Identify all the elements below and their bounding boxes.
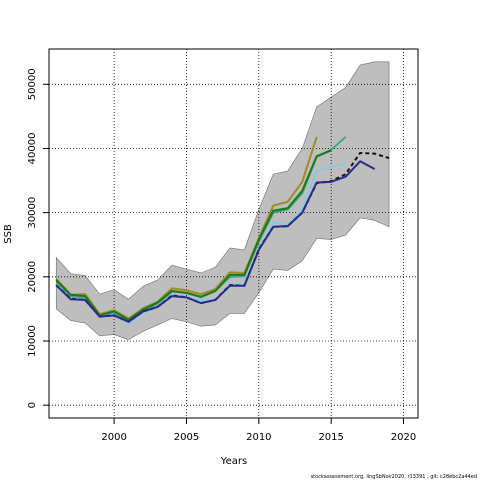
y-tick-label: 30000 [27, 197, 38, 229]
confidence-band [55, 61, 390, 341]
y-tick-label: 40000 [27, 133, 38, 165]
confidence-band-layer [55, 61, 390, 341]
x-tick-label: 2015 [318, 432, 343, 443]
y-tick-label: 20000 [27, 261, 38, 293]
series-layer [55, 136, 390, 325]
x-axis-label: Years [220, 456, 247, 467]
x-axis: 2000 2005 2010 2015 2020 [101, 418, 416, 443]
footer-credit: stockassessment.org, lingSbNov2020, r133… [311, 474, 477, 480]
y-axis-label: SSB [3, 224, 14, 244]
x-tick-label: 2005 [174, 432, 199, 443]
x-tick-label: 2010 [246, 432, 271, 443]
y-tick-label: 0 [27, 402, 38, 408]
plot-frame [48, 48, 419, 419]
series-line-6 [55, 160, 376, 323]
x-tick-label: 2020 [391, 432, 416, 443]
y-tick-label: 50000 [27, 68, 38, 100]
y-axis: 0 10000 20000 30000 40000 50000 [27, 68, 49, 408]
x-tick-label: 2000 [101, 432, 126, 443]
series-line-3 [55, 149, 332, 321]
y-tick-label: 10000 [27, 325, 38, 357]
